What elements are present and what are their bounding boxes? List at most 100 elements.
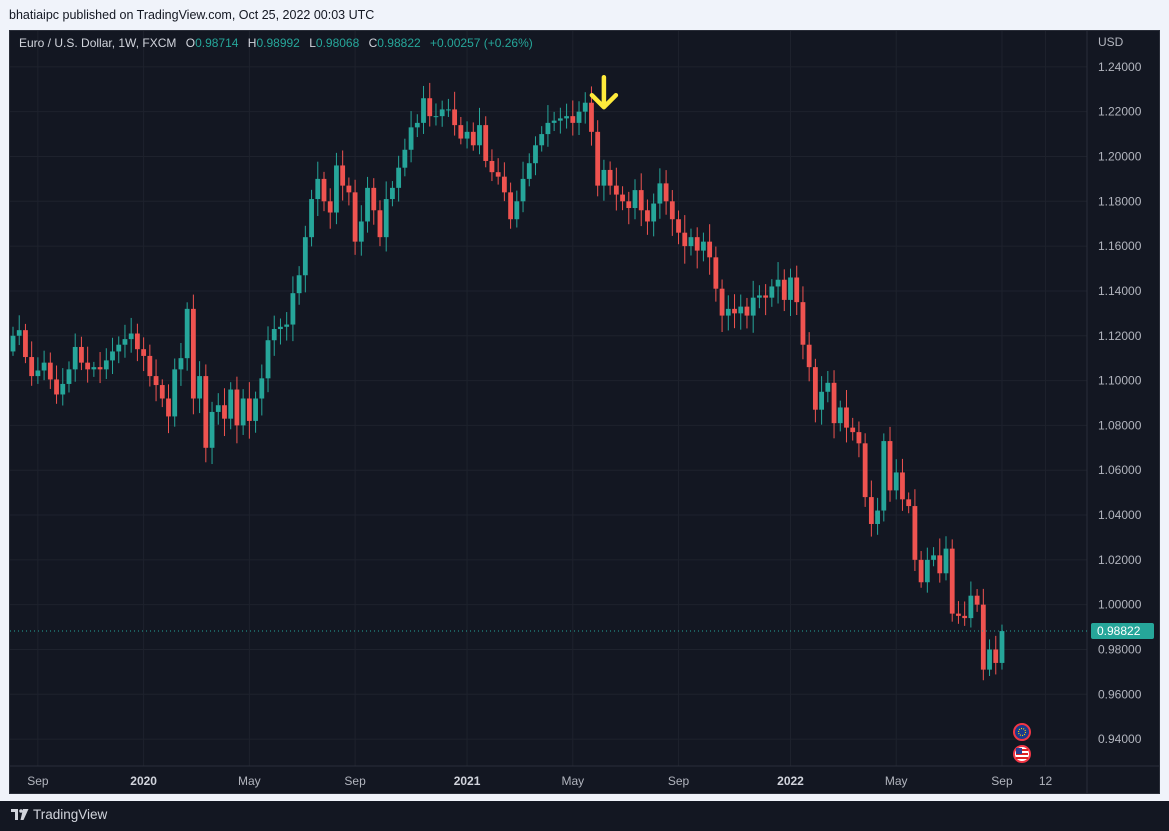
- open-value: 0.98714: [195, 36, 239, 50]
- candle-body: [582, 102, 588, 112]
- candle-body: [850, 427, 856, 433]
- x-tick-label: May: [561, 774, 584, 788]
- candle-body: [607, 169, 613, 186]
- candle-body: [346, 185, 352, 193]
- candle-body: [197, 376, 202, 399]
- candle-body: [974, 595, 980, 605]
- candle-body: [551, 120, 557, 123]
- y-tick-label: 0.96000: [1098, 687, 1142, 701]
- candle-body: [800, 302, 806, 345]
- candle-body: [962, 615, 968, 619]
- candle-body: [110, 351, 115, 361]
- candle-body: [309, 199, 314, 238]
- candle-body: [60, 383, 66, 395]
- currency-label: USD: [1098, 35, 1124, 49]
- tradingview-logo-icon: [11, 809, 29, 820]
- candle-body: [253, 398, 258, 421]
- y-tick-label: 1.18000: [1098, 194, 1142, 208]
- candle-body: [103, 360, 109, 370]
- candle-body: [837, 407, 843, 424]
- candle-body: [999, 631, 1005, 663]
- y-tick-label: 1.14000: [1098, 284, 1142, 298]
- candle-body: [931, 555, 936, 560]
- candle-body: [228, 389, 234, 419]
- candle-body: [296, 275, 302, 294]
- candle-body: [147, 355, 153, 377]
- candle-body: [844, 407, 849, 428]
- candle-body: [682, 232, 688, 247]
- close-value: 0.98822: [377, 36, 421, 50]
- candle-body: [190, 308, 196, 399]
- candle-body: [184, 308, 190, 359]
- candle-body: [259, 378, 265, 399]
- last-price-badge: [1091, 623, 1154, 640]
- x-tick-label: Sep: [27, 774, 49, 788]
- candle-body: [651, 203, 657, 222]
- candle-body: [54, 379, 59, 395]
- candle-body: [458, 125, 464, 139]
- candle-body: [881, 441, 887, 511]
- candle-body: [707, 241, 713, 258]
- candle-body: [470, 131, 476, 146]
- candle-body: [719, 288, 725, 316]
- candle-body: [663, 183, 669, 202]
- chart-panel[interactable]: USD 1.24000 1.22000 1.20000 1.18000 1.16000 1.…: [9, 30, 1160, 794]
- y-tick-label: 1.24000: [1098, 60, 1142, 74]
- candle-body: [533, 145, 538, 164]
- candle-body: [701, 241, 706, 251]
- candle-body: [526, 163, 532, 179]
- candle-body: [290, 293, 296, 325]
- candle-body: [452, 109, 458, 126]
- candle-body: [576, 111, 582, 123]
- x-tick-label: 12: [1039, 774, 1053, 788]
- candle-body: [956, 613, 961, 616]
- candle-body: [321, 178, 327, 202]
- candle-body: [271, 329, 277, 341]
- candle-body: [240, 398, 246, 426]
- candle-body: [16, 330, 22, 336]
- candle-body: [79, 346, 84, 363]
- candle-body: [246, 398, 252, 421]
- candle-body: [433, 116, 439, 118]
- low-label: L: [309, 36, 316, 50]
- candle-body: [980, 604, 986, 670]
- x-tick-label: 2021: [454, 774, 481, 788]
- candle-body: [135, 333, 140, 350]
- candle-body: [819, 391, 824, 410]
- y-tick-label: 1.22000: [1098, 105, 1142, 119]
- candle-body: [166, 398, 171, 417]
- candle-body: [10, 335, 16, 352]
- candle-body: [825, 382, 831, 392]
- candle-body: [327, 201, 333, 213]
- candle-body: [97, 367, 103, 370]
- eu-flag-icon[interactable]: [1013, 723, 1031, 741]
- symbol-legend: Euro / U.S. Dollar, 1W, FXCM O0.98714 H0…: [19, 36, 533, 50]
- candle-body: [520, 178, 526, 202]
- candle-body: [856, 432, 862, 444]
- publish-line: bhatiaipc published on TradingView.com, …: [0, 0, 1169, 30]
- candle-body: [775, 279, 781, 287]
- candle-body: [495, 172, 501, 177]
- candle-body: [358, 221, 364, 242]
- candle-body: [203, 376, 209, 448]
- candlestick-chart[interactable]: USD 1.24000 1.22000 1.20000 1.18000 1.16000 1.…: [10, 31, 1159, 793]
- candle-body: [371, 187, 377, 211]
- candle-body: [365, 187, 370, 222]
- candle-body: [831, 382, 837, 424]
- chart-background: [10, 31, 1159, 793]
- candle-body: [489, 160, 495, 173]
- y-tick-label: 1.00000: [1098, 598, 1142, 612]
- x-tick-label: Sep: [344, 774, 366, 788]
- footer-brand[interactable]: TradingView: [33, 807, 108, 822]
- candle-body: [209, 411, 215, 448]
- candle-body: [501, 176, 507, 193]
- candle-body: [557, 118, 563, 121]
- candle-body: [153, 376, 159, 386]
- candle-body: [396, 167, 402, 188]
- footer-bar: TradingView: [0, 801, 1169, 831]
- candle-body: [943, 548, 949, 574]
- candle-body: [172, 369, 178, 417]
- x-tick-label: Sep: [668, 774, 690, 788]
- us-flag-icon[interactable]: [1013, 745, 1031, 763]
- candle-body: [993, 649, 999, 663]
